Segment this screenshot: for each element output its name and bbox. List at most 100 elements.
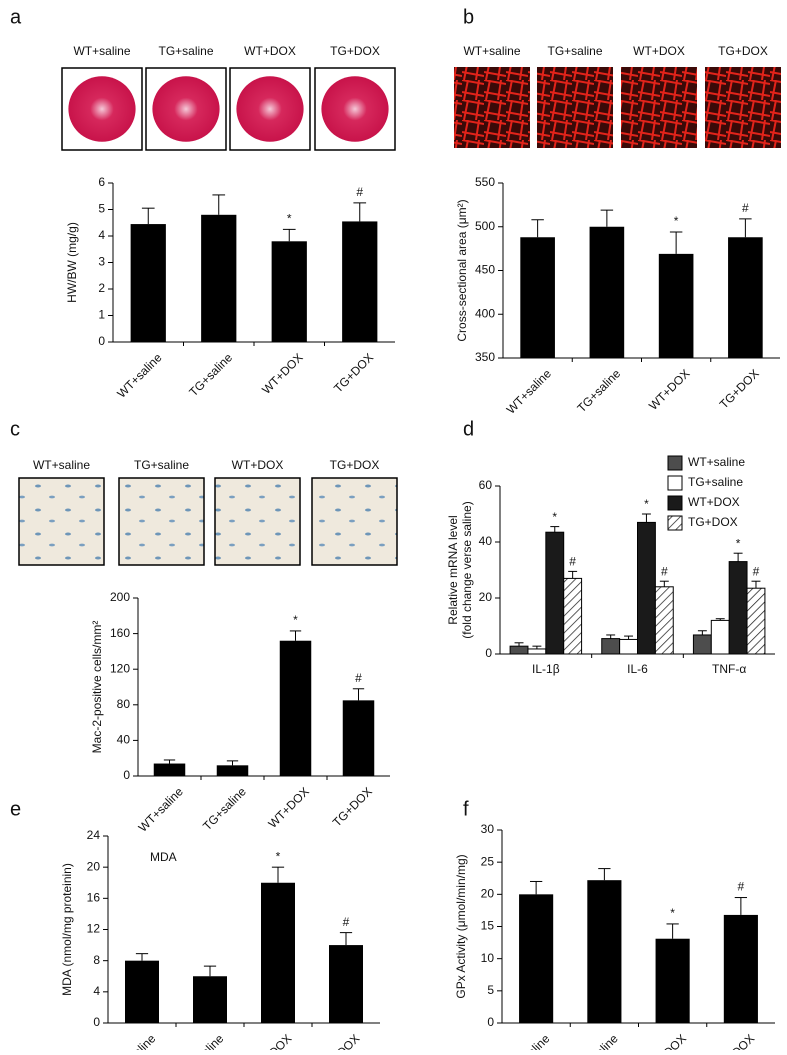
y-tick-label: 60: [479, 478, 493, 492]
x-tick-label: TG+DOX: [317, 1031, 362, 1050]
legend-label: WT+saline: [688, 455, 745, 469]
significance-mark: #: [742, 201, 749, 215]
significance-mark: *: [670, 906, 675, 920]
micrograph: [621, 67, 697, 148]
y-tick-label: 80: [117, 697, 131, 711]
x-tick-label: WT+DOX: [646, 366, 692, 412]
x-tick-label: WT+saline: [114, 350, 164, 400]
x-tick-label: WT+DOX: [248, 1031, 294, 1050]
image-label: TG+DOX: [330, 44, 380, 58]
y-tick-label: 0: [98, 334, 105, 348]
image-label: WT+DOX: [232, 458, 284, 472]
bar: [193, 976, 227, 1023]
heart-section: [152, 76, 220, 142]
panel-letter: a: [10, 6, 22, 28]
image-label: TG+DOX: [330, 458, 380, 472]
y-tick-label: 12: [87, 922, 101, 936]
heart-section: [236, 76, 304, 142]
panel-letter: e: [10, 798, 21, 820]
micrograph: [454, 67, 530, 148]
significance-mark: *: [552, 510, 557, 524]
chart-annotation: MDA: [150, 850, 177, 864]
y-tick-label: 20: [87, 859, 101, 873]
y-tick-label: 2: [98, 281, 105, 295]
y-tick-label: 3: [98, 255, 105, 269]
x-tick-label: WT+saline: [108, 1031, 158, 1050]
y-tick-label: 30: [481, 822, 495, 836]
significance-mark: #: [356, 185, 363, 199]
x-tick-label: TG+DOX: [712, 1031, 757, 1050]
x-tick-label: WT+DOX: [643, 1031, 689, 1050]
x-tick-label: TG+DOX: [331, 350, 376, 395]
significance-mark: *: [287, 212, 292, 226]
x-tick-label: WT+saline: [504, 366, 554, 416]
x-tick-label: IL-1β: [532, 662, 560, 676]
y-tick-label: 160: [110, 626, 130, 640]
y-tick-label: 4: [93, 984, 100, 998]
micrograph: [214, 477, 301, 566]
bar: [329, 945, 363, 1023]
bar: [728, 561, 748, 655]
y-tick-label: 6: [98, 175, 105, 189]
legend-swatch: [667, 475, 683, 491]
x-tick-label: TG+saline: [200, 784, 249, 833]
y-tick-label: 4: [98, 228, 105, 242]
bar: [545, 531, 565, 655]
legend-swatch: [667, 455, 683, 471]
significance-mark: *: [674, 214, 679, 228]
image-label: TG+saline: [547, 44, 602, 58]
micrograph: [118, 477, 205, 566]
image-label: WT+saline: [73, 44, 130, 58]
heart-section: [68, 76, 136, 142]
y-tick-label: 200: [110, 590, 130, 604]
y-tick-label: 10: [481, 951, 495, 965]
significance-mark: #: [738, 880, 745, 894]
bar: [527, 648, 547, 655]
bar: [723, 914, 758, 1023]
y-tick-label: 120: [110, 661, 130, 675]
bar: [746, 587, 766, 655]
y-axis-label: (fold change verse saline): [460, 501, 474, 638]
legend-label: TG+DOX: [688, 515, 738, 529]
bar: [710, 619, 730, 655]
legend-label: WT+DOX: [688, 495, 740, 509]
x-tick-label: WT+saline: [502, 1031, 552, 1050]
bar: [125, 960, 159, 1023]
bar: [216, 765, 249, 776]
significance-mark: *: [293, 613, 298, 627]
x-tick-label: TG+DOX: [330, 784, 375, 829]
image-label: TG+saline: [134, 458, 189, 472]
micrograph: [18, 477, 105, 566]
bar: [261, 882, 295, 1023]
x-tick-label: WT+saline: [136, 784, 186, 834]
bar: [637, 521, 656, 655]
legend-swatch: [667, 495, 683, 511]
bar: [509, 645, 529, 655]
y-tick-label: 15: [481, 919, 495, 933]
x-tick-label: TG+saline: [178, 1031, 227, 1050]
y-axis-label: Relative mRNA level: [446, 515, 460, 624]
y-tick-label: 450: [475, 263, 495, 277]
bar: [619, 638, 638, 655]
y-tick-label: 500: [475, 219, 495, 233]
y-tick-label: 0: [123, 768, 130, 782]
bar: [130, 224, 166, 342]
bar: [201, 214, 237, 342]
y-tick-label: 550: [475, 175, 495, 189]
y-tick-label: 40: [479, 534, 493, 548]
bar: [728, 237, 763, 358]
y-tick-label: 25: [481, 854, 495, 868]
significance-mark: *: [736, 536, 741, 550]
bar: [601, 638, 621, 655]
significance-mark: *: [644, 497, 649, 511]
bar: [271, 241, 307, 342]
bar: [153, 763, 186, 776]
legend-swatch: [667, 515, 683, 531]
legend-label: TG+saline: [688, 475, 743, 489]
y-tick-label: 350: [475, 350, 495, 364]
y-tick-label: 400: [475, 306, 495, 320]
bar: [587, 880, 622, 1023]
x-tick-label: TG+DOX: [717, 366, 762, 411]
y-tick-label: 20: [479, 590, 493, 604]
